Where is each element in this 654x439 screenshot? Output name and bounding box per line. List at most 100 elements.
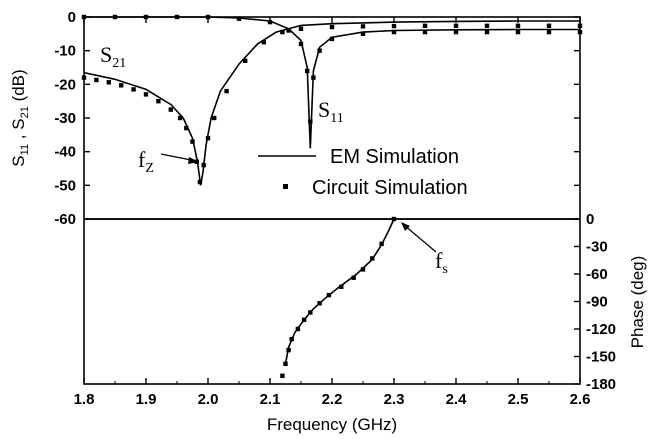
ylab-sep: , S <box>9 118 28 144</box>
bottom-y-tick-label: -180 <box>586 376 616 393</box>
circuit-phase-marker <box>289 336 294 342</box>
circuit-s21-marker <box>577 23 583 28</box>
fz-arrow-head <box>188 157 199 164</box>
plot-frames <box>83 16 581 385</box>
circuit-phase-marker <box>308 310 313 315</box>
circuit-phase-marker <box>283 361 288 366</box>
bottom-y-tick-label: -120 <box>586 321 616 338</box>
curves-group <box>81 14 583 378</box>
circuit-s21-marker <box>280 29 285 35</box>
circuit-s11-marker <box>298 41 304 47</box>
bottom-panel-frame <box>83 218 581 385</box>
top-y-tick-label: -40 <box>54 144 76 161</box>
fs-arrow-line <box>403 224 437 253</box>
x-tick-label: 2.1 <box>260 391 281 408</box>
ylab-s11: S <box>9 155 28 166</box>
circuit-s11-marker <box>317 48 322 53</box>
circuit-s21-marker <box>329 24 335 30</box>
circuit-phase-marker <box>280 373 285 378</box>
x-tick-label: 2.3 <box>384 391 405 408</box>
circuit-s11-marker <box>305 68 310 74</box>
circuit-s21-marker <box>453 23 459 28</box>
circuit-s21-marker <box>261 40 266 45</box>
bottom-y-tick-label: -60 <box>586 266 608 283</box>
annotation-fs: fs <box>435 248 448 277</box>
circuit-s21-marker <box>360 24 366 29</box>
ylab-unit: (dB) <box>9 69 28 106</box>
annotation-s21-sub: 21 <box>112 56 126 71</box>
circuit-phase-marker <box>391 216 397 222</box>
legend-label-circuit: Circuit Simulation <box>312 177 468 199</box>
bottom-y-axis-label: Phase (deg) <box>628 256 647 349</box>
circuit-s21-marker <box>243 58 248 63</box>
circuit-s11-marker <box>360 31 366 36</box>
circuit-s21-marker <box>201 162 206 168</box>
fs-arrow-head <box>401 222 410 231</box>
circuit-phase-marker <box>301 317 307 322</box>
annotation-s11-main: S <box>318 97 330 122</box>
annotation-fz: fZ <box>138 147 154 176</box>
em-s21-line <box>83 20 580 186</box>
circuit-s21-marker <box>177 115 183 121</box>
circuit-phase-marker <box>295 326 301 332</box>
circuit-phase-marker <box>286 347 291 353</box>
circuit-s11-marker <box>453 29 459 35</box>
top-y-tick-label: 0 <box>68 9 76 26</box>
circuit-phase-marker <box>317 301 322 306</box>
circuit-phase-marker <box>339 284 344 289</box>
circuit-s11-marker <box>577 29 583 35</box>
em-s11-line <box>84 16 580 149</box>
circuit-phase-marker <box>360 267 366 272</box>
circuit-s21-marker <box>94 77 99 83</box>
circuit-s21-marker <box>156 99 161 104</box>
x-tick-label: 2.6 <box>570 391 591 408</box>
circuit-phase-marker <box>351 275 356 280</box>
top-y-tick-label: -60 <box>54 211 76 228</box>
bottom-y-tick-label: -90 <box>586 294 608 311</box>
top-y-tick-label: -50 <box>54 177 76 194</box>
annotation-s11-sub: 11 <box>330 111 343 126</box>
circuit-s21-marker <box>190 139 195 144</box>
em-phase-line <box>284 218 395 364</box>
circuit-s21-marker <box>106 80 111 85</box>
circuit-s11-marker <box>329 36 335 42</box>
ylab-s21-sub: 21 <box>19 106 31 118</box>
circuit-s21-marker <box>515 23 521 28</box>
labels-group: Frequency (GHz)S11 , S21 (dB)Phase (deg)… <box>9 42 647 434</box>
circuit-s21-marker <box>143 92 149 97</box>
x-tick-label: 2.0 <box>198 391 219 408</box>
circuit-s11-marker <box>515 29 521 35</box>
circuit-s21-marker <box>484 23 490 28</box>
circuit-s21-marker <box>224 88 229 94</box>
circuit-s21-marker <box>205 136 211 141</box>
circuit-s11-marker <box>422 29 428 35</box>
x-tick-label: 2.2 <box>322 391 343 408</box>
circuit-s11-marker <box>391 29 397 35</box>
legend-marker-swatch <box>283 184 288 189</box>
bottom-y-tick-label: -150 <box>586 349 616 366</box>
circuit-phase-marker <box>326 292 332 298</box>
annotation-fz-main: f <box>138 147 146 172</box>
legend-label-em: EM Simulation <box>330 146 459 168</box>
top-y-axis-label: S11 , S21 (dB) <box>9 69 31 166</box>
ticks-group: 1.8 1.9 2.0 2.1 2.2 2.3 2.4 2.5 2.6 0 -10 -20 -30 -40… <box>54 9 616 408</box>
circuit-s11-marker <box>484 29 490 35</box>
circuit-s21-marker <box>81 75 87 80</box>
x-tick-label: 1.8 <box>74 391 95 408</box>
x-tick-label: 1.9 <box>136 391 157 408</box>
circuit-s21-marker <box>119 83 124 88</box>
annotation-fs-main: f <box>435 248 443 273</box>
circuit-s11-marker <box>546 29 552 35</box>
circuit-s21-marker <box>298 26 304 31</box>
annotation-fz-sub: Z <box>145 161 154 176</box>
circuit-phase-marker <box>379 241 384 246</box>
top-y-tick-label: -20 <box>54 76 76 93</box>
top-y-tick-label: -10 <box>54 43 76 60</box>
annotation-s21-main: S <box>100 42 112 67</box>
bottom-y-tick-label: 0 <box>586 211 594 228</box>
bottom-y-tick-label: -30 <box>586 239 608 256</box>
x-axis-label: Frequency (GHz) <box>267 415 397 434</box>
annotation-s11: S11 <box>318 97 344 126</box>
x-tick-label: 2.5 <box>508 391 529 408</box>
